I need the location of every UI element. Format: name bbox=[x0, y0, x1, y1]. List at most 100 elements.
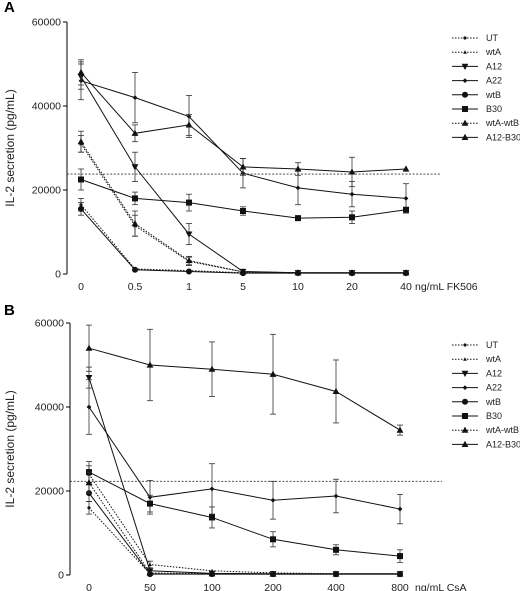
series-a22 bbox=[86, 379, 403, 525]
data-point bbox=[132, 195, 138, 202]
series-a12 bbox=[77, 63, 410, 277]
legend-label: wtB bbox=[485, 90, 501, 100]
data-point bbox=[294, 269, 302, 276]
series-a12-b30 bbox=[85, 324, 404, 436]
legend-label: wtA bbox=[485, 354, 501, 364]
data-point bbox=[77, 138, 85, 145]
data-point bbox=[332, 570, 340, 577]
series-line bbox=[80, 80, 407, 199]
data-point bbox=[131, 164, 139, 171]
data-point bbox=[397, 506, 403, 512]
data-point bbox=[239, 163, 247, 170]
data-point bbox=[185, 231, 193, 238]
x-tick-label: 200 bbox=[264, 582, 282, 591]
data-point bbox=[349, 214, 355, 221]
series-line bbox=[88, 471, 401, 557]
legend-label: A12-B30 bbox=[486, 132, 520, 142]
data-point bbox=[208, 570, 216, 577]
series-line bbox=[88, 406, 401, 510]
legend-marker bbox=[461, 63, 469, 70]
series-a22 bbox=[78, 61, 409, 214]
data-point bbox=[146, 569, 154, 576]
data-point bbox=[132, 266, 138, 273]
legend-label: A12 bbox=[486, 61, 502, 71]
x-axis-label: ng/mL FK506 bbox=[415, 281, 478, 293]
panel-b: B 0 20000 40000 60000 IL-2 secretion (pg/mL) 0… bbox=[3, 302, 520, 591]
x-tick-label: 20 bbox=[346, 281, 358, 293]
legend-marker bbox=[462, 91, 468, 98]
legend-label: wtA bbox=[485, 47, 501, 57]
legend-marker bbox=[461, 133, 469, 140]
series-b30 bbox=[86, 461, 403, 563]
data-point bbox=[348, 269, 356, 276]
data-point bbox=[209, 514, 215, 521]
data-point bbox=[186, 199, 192, 206]
y-tick-label: 20000 bbox=[35, 486, 64, 498]
legend-marker bbox=[461, 440, 469, 447]
data-point bbox=[348, 168, 356, 175]
x-tick-label: 800 bbox=[391, 582, 409, 591]
data-point bbox=[77, 68, 85, 75]
data-point bbox=[403, 206, 409, 213]
legend-marker bbox=[462, 398, 468, 405]
data-point bbox=[403, 196, 409, 201]
data-point bbox=[146, 361, 154, 368]
series-b30 bbox=[78, 168, 409, 225]
legend-label: B30 bbox=[486, 104, 502, 114]
series-line bbox=[88, 482, 400, 575]
data-point bbox=[85, 344, 93, 351]
data-point bbox=[269, 370, 277, 377]
series-wta bbox=[78, 134, 408, 275]
data-point bbox=[239, 268, 247, 275]
series-wta-wtb bbox=[77, 130, 410, 276]
data-point bbox=[332, 387, 340, 395]
x-tick-label: 1 bbox=[186, 281, 192, 293]
y-tick-label: 40000 bbox=[35, 402, 64, 414]
data-point bbox=[185, 121, 193, 128]
data-point bbox=[396, 570, 404, 577]
data-point bbox=[240, 208, 246, 214]
legend-marker bbox=[462, 106, 468, 112]
x-tick-label: 10 bbox=[292, 281, 304, 293]
y-tick-label: 60000 bbox=[32, 17, 61, 29]
data-point bbox=[87, 506, 91, 510]
x-tick-label: 100 bbox=[203, 582, 221, 591]
data-point bbox=[131, 129, 139, 136]
data-point bbox=[333, 493, 339, 499]
series-a12-b30 bbox=[77, 59, 410, 188]
series-wtb bbox=[86, 484, 403, 578]
legend-label: B30 bbox=[486, 411, 502, 421]
series-line bbox=[88, 347, 401, 431]
legend-label: A22 bbox=[486, 76, 502, 86]
legend-marker bbox=[463, 357, 467, 361]
x-tick-label: 40 bbox=[400, 281, 412, 293]
x-tick-label: 5 bbox=[240, 281, 246, 293]
data-point bbox=[209, 486, 215, 492]
legend-marker bbox=[461, 370, 469, 377]
data-point bbox=[402, 269, 410, 276]
panel-a: A 0 20000 40000 60000 IL-2 secretion (pg/mL) 0… bbox=[3, 0, 520, 293]
series-line bbox=[88, 492, 400, 575]
legend-label: A12 bbox=[486, 368, 502, 378]
series-line bbox=[80, 141, 406, 274]
data-point bbox=[85, 375, 93, 382]
data-point bbox=[396, 426, 404, 433]
y-axis-label: IL-2 secretion (pg/mL) bbox=[3, 89, 17, 206]
data-point bbox=[402, 165, 410, 172]
data-point bbox=[208, 365, 216, 372]
y-tick-label: 40000 bbox=[32, 101, 61, 113]
legend-marker bbox=[462, 78, 468, 83]
y-tick-label: 0 bbox=[55, 269, 61, 281]
data-point bbox=[186, 268, 192, 275]
legend-marker bbox=[463, 50, 467, 54]
y-tick-label: 0 bbox=[58, 570, 64, 582]
series-line bbox=[80, 208, 406, 274]
data-point bbox=[132, 95, 138, 100]
data-point bbox=[295, 185, 301, 191]
series-ut bbox=[86, 501, 402, 576]
x-tick-label: 50 bbox=[144, 582, 156, 591]
data-point bbox=[294, 165, 302, 172]
legend-label: wtA-wtB bbox=[485, 425, 519, 435]
x-tick-label: 400 bbox=[327, 582, 345, 591]
